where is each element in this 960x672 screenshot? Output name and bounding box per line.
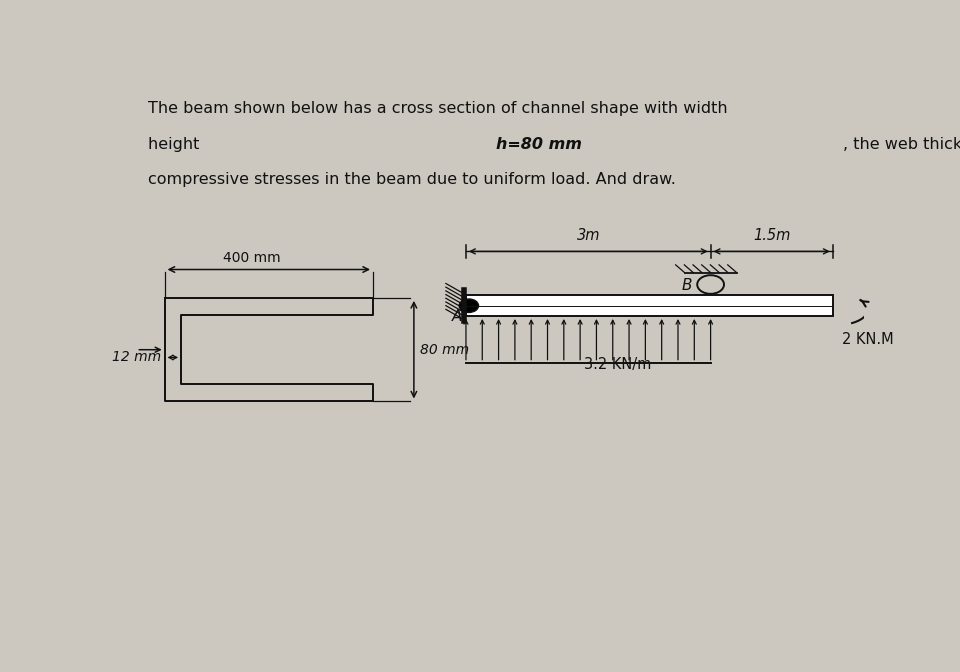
FancyBboxPatch shape	[466, 296, 832, 316]
Text: 3m: 3m	[577, 228, 600, 243]
Text: 3.2 KN/m: 3.2 KN/m	[585, 357, 652, 372]
Text: A: A	[452, 309, 463, 324]
Text: 1.5m: 1.5m	[753, 228, 790, 243]
Text: height: height	[148, 136, 204, 151]
Circle shape	[697, 276, 724, 294]
Text: 400 mm: 400 mm	[224, 251, 281, 265]
Text: compressive stresses in the beam due to uniform load. And draw.: compressive stresses in the beam due to …	[148, 172, 676, 187]
Text: 12 mm: 12 mm	[111, 351, 161, 364]
Text: , the web thickness is: , the web thickness is	[843, 136, 960, 151]
Text: 80 mm: 80 mm	[420, 343, 468, 357]
Circle shape	[459, 299, 478, 312]
Text: h=80 mm: h=80 mm	[495, 136, 582, 151]
Text: The beam shown below has a cross section of channel shape with width: The beam shown below has a cross section…	[148, 101, 733, 116]
Text: 2 KN.M: 2 KN.M	[842, 332, 894, 347]
Text: B: B	[682, 278, 692, 293]
